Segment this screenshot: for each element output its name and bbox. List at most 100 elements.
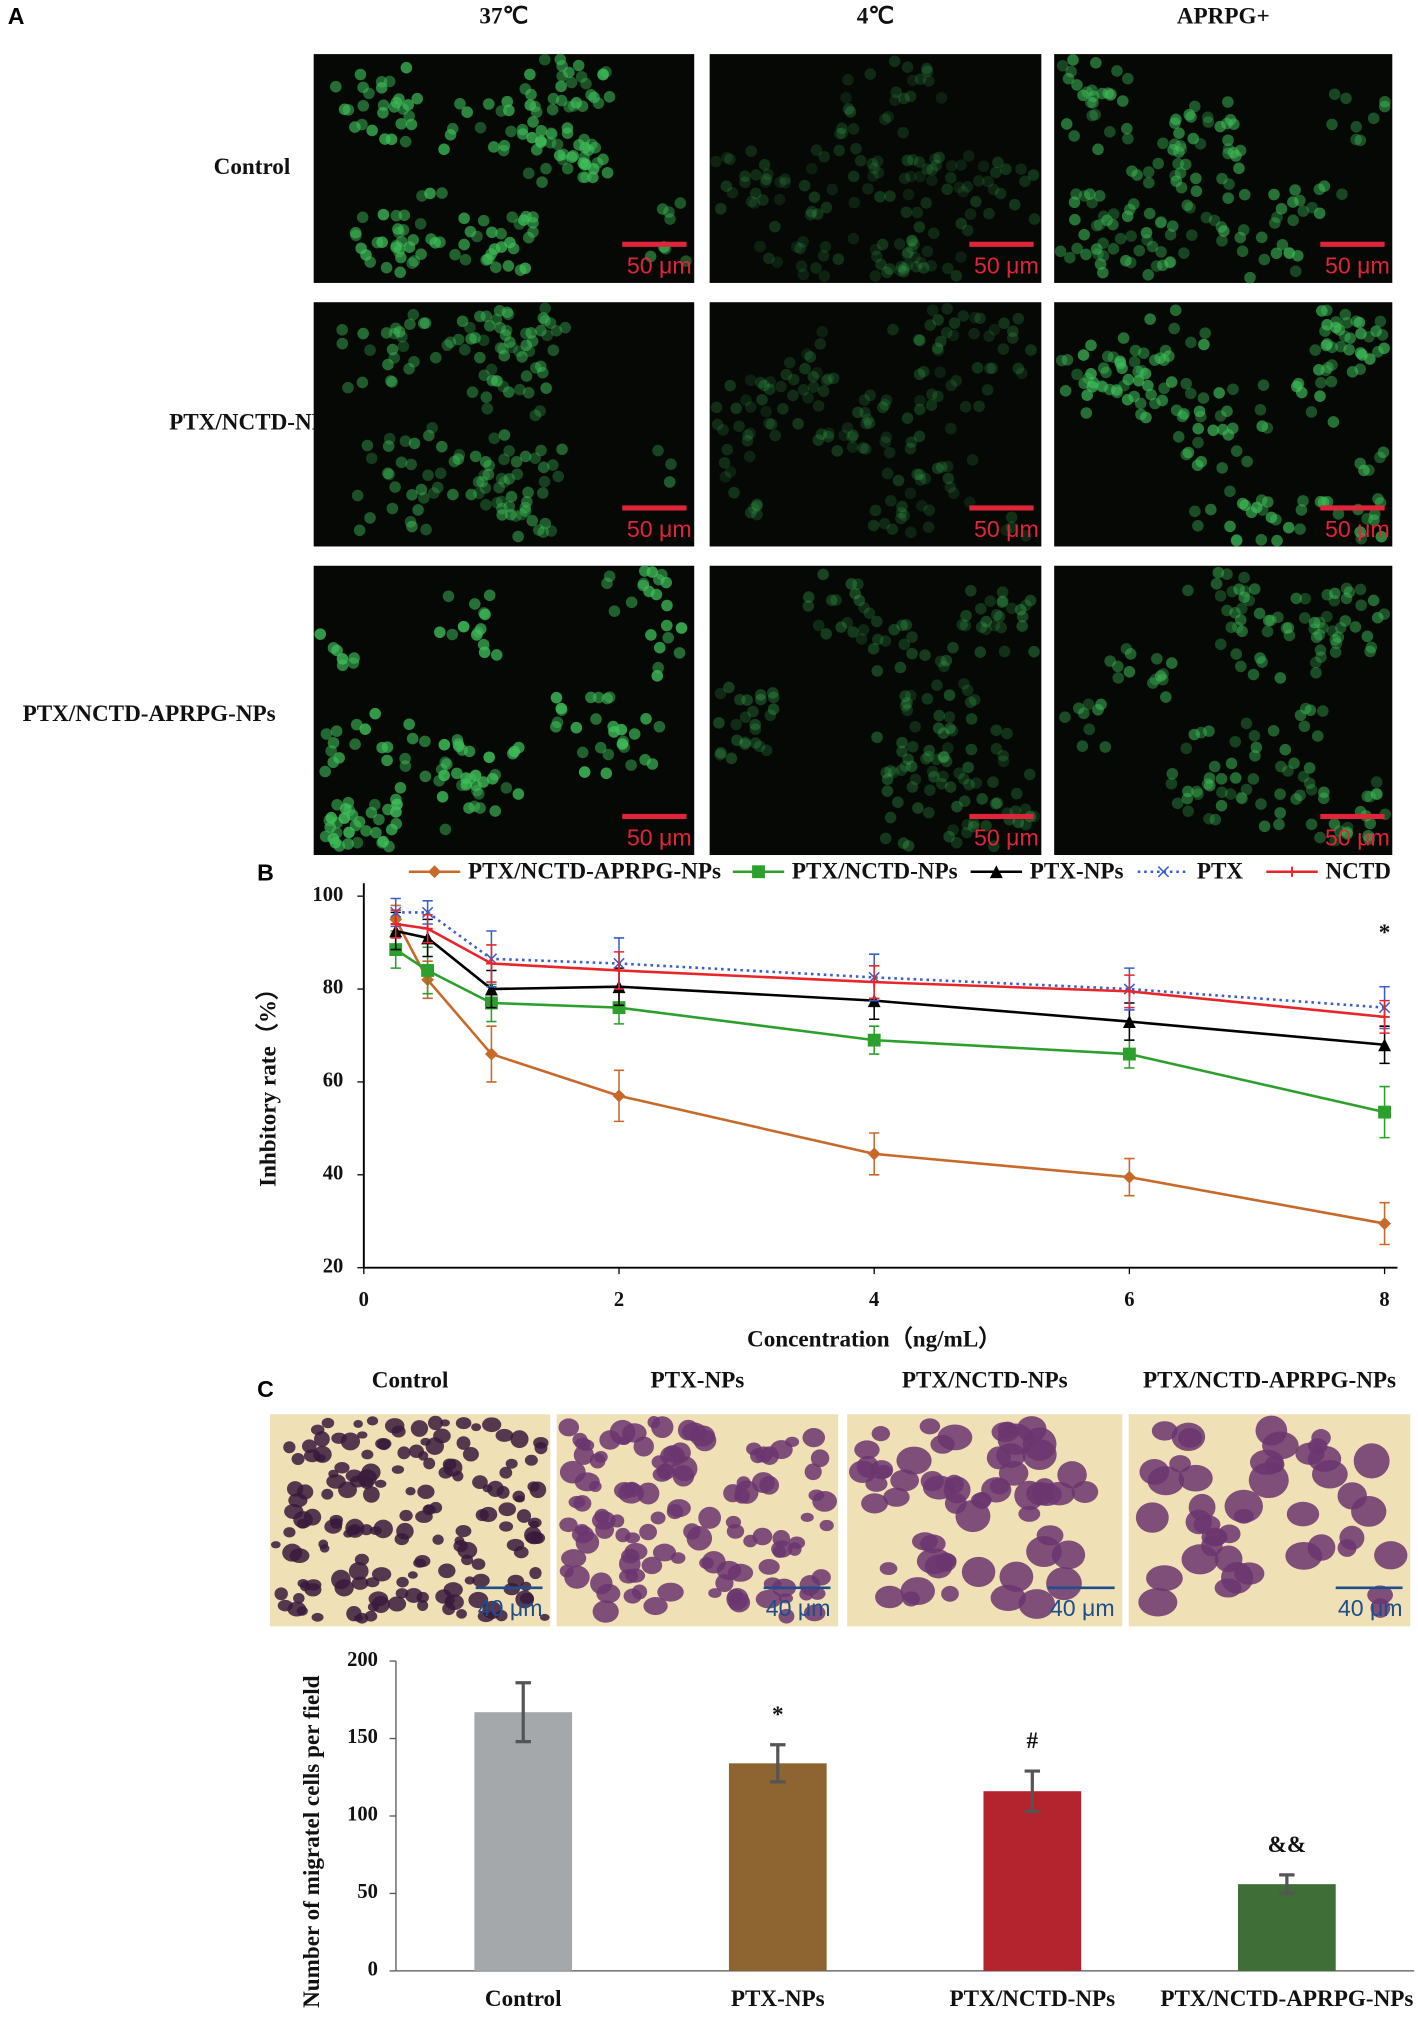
cell bbox=[1090, 219, 1103, 232]
cell bbox=[1255, 533, 1268, 546]
cell bbox=[920, 752, 932, 765]
cell bbox=[950, 270, 963, 282]
cell bbox=[565, 76, 578, 89]
cell bbox=[512, 1490, 526, 1503]
cell bbox=[474, 351, 486, 364]
cell bbox=[423, 1457, 436, 1470]
cell bbox=[1236, 497, 1249, 510]
cell bbox=[1374, 315, 1387, 328]
cell bbox=[1262, 614, 1275, 627]
cell bbox=[456, 744, 468, 756]
cell bbox=[846, 431, 858, 444]
cell bbox=[414, 1554, 431, 1568]
cell bbox=[913, 334, 926, 347]
y-tick-label: 200 bbox=[347, 1649, 378, 1671]
cell bbox=[1099, 741, 1112, 753]
cell bbox=[1282, 621, 1295, 634]
cell bbox=[1295, 504, 1308, 516]
cell bbox=[1140, 226, 1153, 239]
cell bbox=[303, 1449, 321, 1463]
cell bbox=[1227, 146, 1240, 159]
cell bbox=[386, 343, 399, 356]
cell bbox=[1186, 229, 1198, 241]
cell bbox=[1297, 495, 1309, 507]
cell bbox=[493, 481, 505, 494]
cell bbox=[507, 242, 520, 255]
cell bbox=[650, 1511, 666, 1525]
cell bbox=[603, 91, 616, 103]
cell bbox=[910, 260, 922, 273]
cell bbox=[1168, 138, 1181, 151]
cell bbox=[963, 778, 975, 791]
cell bbox=[798, 179, 811, 192]
cell bbox=[885, 495, 897, 507]
cell bbox=[1180, 742, 1193, 755]
cell bbox=[480, 310, 493, 323]
cell bbox=[823, 427, 835, 440]
cell bbox=[1282, 521, 1295, 534]
cell bbox=[804, 1463, 822, 1481]
column-label: PTX-NPs bbox=[651, 1367, 745, 1393]
cell bbox=[943, 689, 956, 701]
panel-label: A bbox=[8, 3, 25, 29]
cell bbox=[1169, 304, 1182, 317]
micrograph: 50 μm bbox=[313, 53, 695, 283]
cell bbox=[1065, 65, 1077, 78]
cell bbox=[915, 500, 928, 512]
micrograph: 40 μm bbox=[269, 1414, 551, 1627]
cell bbox=[934, 335, 947, 348]
cell bbox=[906, 242, 918, 255]
cell bbox=[1086, 84, 1098, 97]
cell bbox=[487, 1480, 504, 1498]
cell bbox=[935, 92, 948, 104]
cell bbox=[1023, 768, 1036, 781]
cell bbox=[440, 1419, 450, 1427]
cell bbox=[359, 1524, 373, 1536]
cell bbox=[953, 181, 965, 194]
cell bbox=[393, 246, 405, 258]
cell bbox=[901, 248, 913, 260]
cell bbox=[343, 826, 355, 839]
cell bbox=[1125, 230, 1137, 242]
cell bbox=[867, 170, 879, 182]
micrograph: 50 μm bbox=[313, 302, 695, 547]
cell bbox=[452, 453, 465, 465]
cell bbox=[921, 245, 934, 258]
cell bbox=[1309, 344, 1322, 356]
micrograph: 50 μm bbox=[709, 302, 1042, 547]
cell bbox=[990, 1584, 1026, 1612]
cell bbox=[847, 170, 860, 183]
cell bbox=[474, 121, 487, 134]
cell bbox=[1170, 113, 1182, 126]
cell bbox=[321, 1488, 334, 1500]
y-tick-label: 80 bbox=[323, 977, 344, 999]
cell bbox=[955, 251, 967, 263]
cell bbox=[881, 266, 893, 279]
cell bbox=[960, 609, 972, 622]
cell bbox=[996, 586, 1009, 598]
cell bbox=[1149, 397, 1161, 410]
cell bbox=[475, 1508, 489, 1522]
marker bbox=[1378, 1217, 1392, 1230]
cell bbox=[375, 1437, 392, 1450]
cell bbox=[1350, 121, 1363, 133]
cell bbox=[327, 642, 340, 654]
cell bbox=[366, 124, 378, 137]
cell bbox=[808, 1489, 825, 1502]
cell bbox=[743, 450, 756, 463]
cell bbox=[1110, 384, 1123, 396]
scale-bar-label: 50 μm bbox=[974, 253, 1039, 279]
cell bbox=[730, 402, 742, 415]
cell bbox=[382, 440, 395, 452]
cell bbox=[995, 621, 1007, 634]
cell bbox=[845, 578, 858, 590]
cell bbox=[838, 429, 850, 442]
cell bbox=[1317, 622, 1329, 634]
cell bbox=[1166, 767, 1179, 780]
cell bbox=[1010, 787, 1023, 800]
cell bbox=[920, 1534, 946, 1554]
cell bbox=[537, 526, 550, 538]
cell bbox=[1355, 327, 1367, 340]
cell bbox=[1329, 587, 1341, 600]
cell bbox=[1094, 258, 1107, 270]
